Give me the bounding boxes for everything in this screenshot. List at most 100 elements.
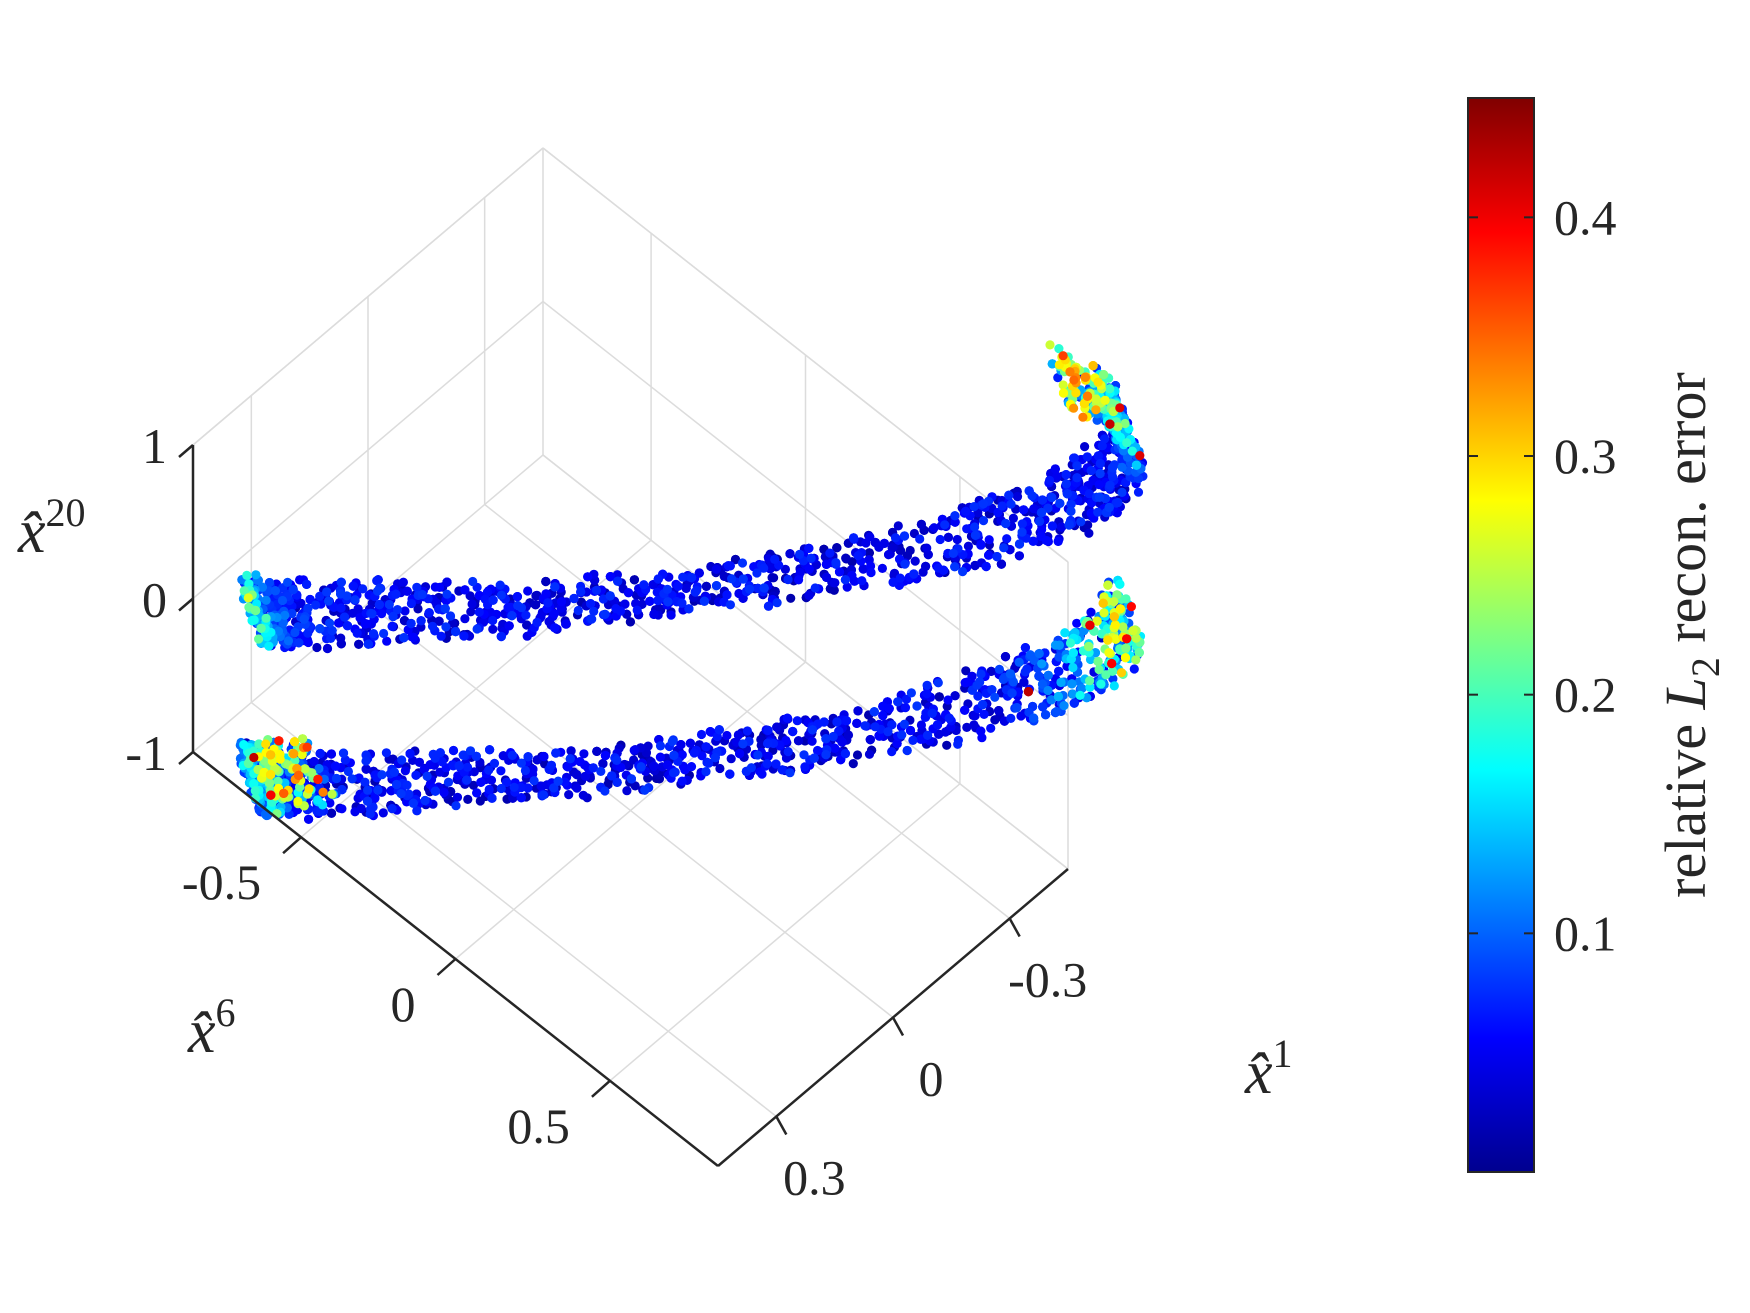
data-point [893,521,903,531]
data-point [586,599,596,609]
data-point [488,595,498,605]
data-point [864,548,874,558]
data-point [984,550,994,560]
data-point [807,725,818,735]
data-point [516,782,526,793]
data-point [725,600,736,610]
data-point [502,777,512,787]
data-point [734,588,744,599]
data-point [434,616,444,626]
data-point [812,745,823,756]
data-point [654,603,664,613]
data-point [465,746,476,756]
data-point [958,567,968,577]
data-point [513,600,523,611]
data-point [973,691,983,701]
data-point [404,789,414,799]
data-point [379,628,389,639]
data-point [612,570,623,580]
data-point [663,597,673,607]
data-point [1050,640,1061,650]
data-point [645,596,655,606]
data-point [705,727,715,737]
data-point [1047,521,1057,531]
data-point [580,771,591,781]
data-point [389,767,399,777]
data-point [1108,674,1118,684]
data-point [1055,498,1065,508]
data-point [783,574,793,585]
data-point [669,750,679,761]
data-point [460,585,470,595]
data-point [412,582,422,592]
data-point [1008,677,1018,687]
data-point [1072,618,1082,628]
data-point [892,738,902,749]
data-point [804,590,814,601]
data-point [950,691,960,701]
data-point [550,582,560,592]
data-point [879,538,890,549]
data-point [588,763,598,773]
data-point [607,771,617,781]
data-point [361,756,371,766]
data-point [804,564,814,574]
data-point [1080,442,1090,452]
data-point [832,543,842,553]
data-point [315,591,325,601]
data-point [1068,662,1078,673]
data-point [589,606,599,617]
data-point [1012,492,1023,502]
data-point [1121,643,1131,653]
data-point [611,604,621,614]
data-point [1053,691,1063,702]
data-point [572,770,582,780]
data-point [273,626,283,636]
data-point [1052,707,1062,717]
data-point [1045,475,1055,485]
data-point [636,762,646,772]
data-point [347,774,357,784]
data-point [884,704,894,714]
data-point [435,582,445,593]
data-point [986,723,996,733]
data-point [377,609,387,619]
data-point [763,751,773,761]
data-point [471,751,481,761]
data-point [723,561,733,571]
data-point [701,581,712,592]
data-point [445,611,456,621]
data-point [327,626,337,636]
data-point [806,553,816,563]
data-point [711,564,721,574]
data-point [1014,551,1024,561]
data-point [1096,679,1106,689]
data-point [753,750,763,760]
data-point [1084,489,1094,499]
data-point [976,540,986,550]
data-point [523,783,533,793]
data-point [1037,679,1048,689]
data-point [948,548,958,559]
data-point [979,709,989,720]
data-point [629,745,639,755]
data-point [909,569,919,579]
data-point [507,750,517,760]
data-point [336,633,346,643]
data-point [290,627,300,638]
data-point [1068,648,1078,658]
data-point [1093,656,1103,667]
data-point [331,773,342,784]
data-point [1054,344,1064,354]
data-point [841,716,852,726]
data-point [283,636,294,646]
data-point [484,784,494,795]
data-point [962,722,972,733]
data-point [841,553,851,563]
data-point [598,759,608,769]
data-point [382,636,392,646]
data-point [1008,513,1019,523]
data-point [1095,458,1105,469]
data-point [848,759,858,769]
data-point [684,604,694,614]
